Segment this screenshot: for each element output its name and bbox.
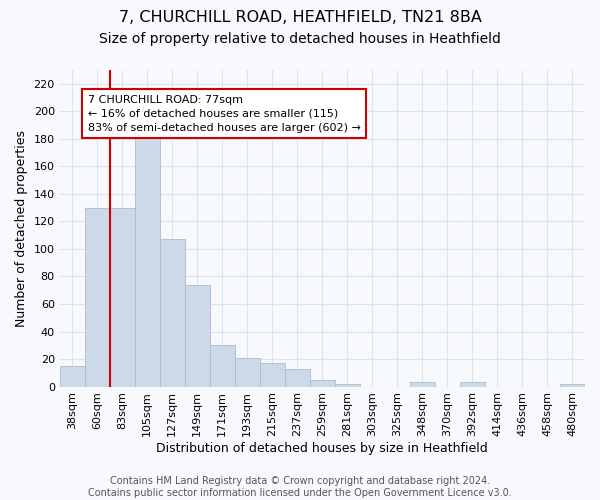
Text: 7 CHURCHILL ROAD: 77sqm
← 16% of detached houses are smaller (115)
83% of semi-d: 7 CHURCHILL ROAD: 77sqm ← 16% of detache… (88, 95, 361, 133)
Bar (335, 384, 360, 386)
Bar (235, 358, 260, 386)
X-axis label: Distribution of detached houses by size in Heathfield: Distribution of detached houses by size … (157, 442, 488, 455)
Bar (560, 384, 585, 386)
Bar (160, 240, 185, 386)
Text: 7, CHURCHILL ROAD, HEATHFIELD, TN21 8BA: 7, CHURCHILL ROAD, HEATHFIELD, TN21 8BA (119, 10, 481, 25)
Bar (185, 284, 210, 386)
Text: Contains HM Land Registry data © Crown copyright and database right 2024.
Contai: Contains HM Land Registry data © Crown c… (88, 476, 512, 498)
Bar (285, 368, 310, 386)
Bar (135, 138, 160, 386)
Bar (260, 363, 285, 386)
Bar (85, 208, 110, 386)
Text: Size of property relative to detached houses in Heathfield: Size of property relative to detached ho… (99, 32, 501, 46)
Y-axis label: Number of detached properties: Number of detached properties (15, 130, 28, 327)
Bar (310, 380, 335, 386)
Bar (59, 366, 85, 386)
Bar (210, 346, 235, 387)
Bar (410, 382, 435, 386)
Bar (460, 382, 485, 386)
Bar (110, 208, 135, 386)
